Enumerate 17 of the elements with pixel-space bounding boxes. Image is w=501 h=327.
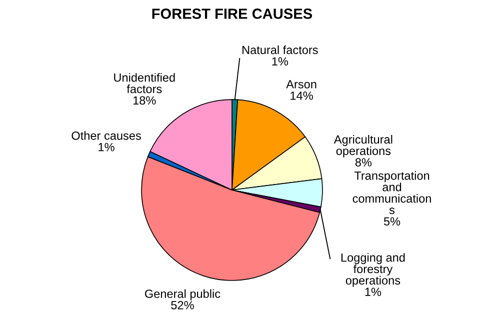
slice-label: General public <box>145 289 220 300</box>
slice-label: Other causes <box>72 131 141 140</box>
data-label: 1% <box>98 142 114 152</box>
data-label: 8% <box>355 158 372 167</box>
slice-label: Transportation and communication s <box>352 171 431 214</box>
data-label: 5% <box>384 217 400 226</box>
slice-label: Arson <box>286 80 316 88</box>
slice-label: Agricultural operations <box>334 134 392 158</box>
data-label: 1% <box>272 57 288 66</box>
data-label: 52% <box>171 301 194 310</box>
data-label: 18% <box>133 96 156 105</box>
slice-label: Unidentified factors <box>114 73 175 94</box>
chart-title: FOREST FIRE CAUSES <box>152 8 312 19</box>
data-label: 1% <box>365 288 382 296</box>
slice-label: Natural factors <box>242 45 318 54</box>
slice-label: Logging and forestry operations <box>341 253 405 287</box>
data-label: 14% <box>290 92 313 100</box>
